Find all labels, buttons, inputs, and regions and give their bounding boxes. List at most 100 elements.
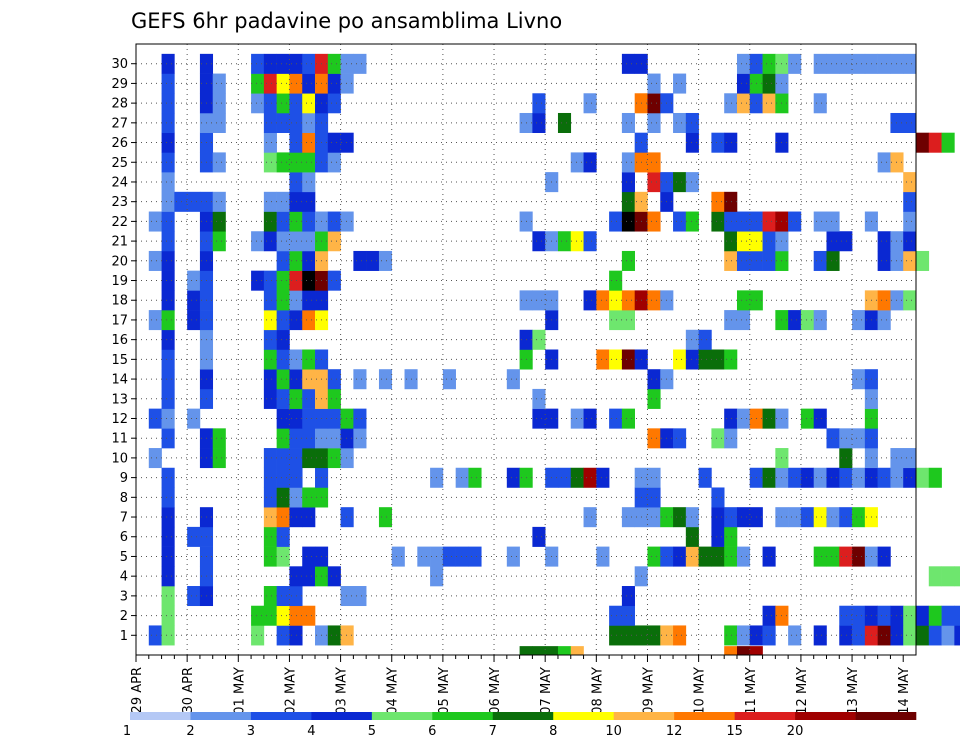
heatmap-cell [621,112,635,133]
heatmap-cell [289,172,303,193]
heatmap-cell [506,467,520,488]
heatmap-cell [378,507,393,528]
heatmap-cell [289,250,303,271]
heatmap-cell [788,467,802,488]
x-tick-label: 05 MAY [437,667,452,715]
heatmap-cell [302,369,316,390]
heatmap-cell [289,369,303,390]
y-tick-label: 5 [120,550,128,565]
heatmap-cell [302,487,316,508]
heatmap-cell [711,349,725,370]
heatmap-cell [647,369,661,390]
heatmap-cell [852,605,866,626]
heatmap-cell [161,605,175,626]
heatmap-cell [928,605,942,626]
heatmap-cell [276,310,290,331]
heatmap-cell [455,546,469,567]
y-tick-label: 20 [111,254,128,269]
heatmap-cell [417,546,431,567]
heatmap-cell [852,310,866,331]
y-tick-label: 24 [111,175,128,190]
heatmap-cell [302,270,316,291]
heatmap-cell [557,231,572,252]
heatmap-cell [263,605,277,626]
heatmap-cell [583,231,597,252]
heatmap-cell [161,625,175,646]
heatmap-cell [557,112,572,133]
y-tick-label: 23 [111,195,128,210]
heatmap-cell [302,172,316,193]
heatmap-cell [647,112,661,133]
heatmap-cell [161,566,175,587]
heatmap-cell [340,73,354,94]
heatmap-cell [916,605,930,626]
heatmap-cell [711,191,725,212]
heatmap-cell [148,250,162,271]
heatmap-cell [161,329,175,350]
heatmap-cell [276,448,290,469]
heatmap-cell [877,546,891,567]
heatmap-cell [327,270,341,291]
heatmap-cell [903,625,917,646]
heatmap-cell [327,369,341,390]
heatmap-cell [263,546,277,567]
y-tick-label: 22 [111,215,128,230]
heatmap-cell [711,211,725,232]
heatmap-cell [647,625,661,646]
heatmap-cell [903,605,917,626]
heatmap-cell [532,526,546,547]
heatmap-cell [826,428,840,449]
x-axis-ticks: 29 APR 30 APR 01 MAY 02 MAY 03 MAY 04 MAY 05 M… [130,655,912,715]
x-tick-label: 12 MAY [795,667,810,715]
heatmap-cell [161,526,175,547]
heatmap-cell [724,546,738,567]
heatmap-cell [302,73,316,94]
y-tick-label: 10 [111,451,128,466]
heatmap-cell [532,93,546,114]
heatmap-cell [532,290,546,311]
heatmap-cell [532,231,546,252]
heatmap-cell [187,310,201,331]
heatmap-cell [736,93,751,114]
heatmap-cell [302,546,316,567]
heatmap-cell [263,349,277,370]
heatmap-cell [353,250,367,271]
heatmap-cell [609,605,623,626]
legend-swatch [613,712,675,720]
heatmap-cell [928,625,942,646]
legend-label: 10 [605,724,622,739]
heatmap-cell [276,329,290,350]
heatmap-cell [263,467,277,488]
heatmap-cell [289,310,303,331]
heatmap-cell [327,428,341,449]
y-tick-label: 8 [120,491,128,506]
heatmap-cell [724,625,738,646]
heatmap-cell [839,625,853,646]
heatmap-cell [673,172,687,193]
heatmap-cell [685,546,699,567]
color-legend: 1 2 3 4 5 6 7 8 10 12 15 20 [123,712,917,739]
heatmap-cell [826,507,840,528]
y-tick-label: 12 [111,412,128,427]
y-tick-label: 15 [111,353,128,368]
heatmap-cell [685,132,699,153]
heatmap-cell [378,369,393,390]
heatmap-cell [276,53,290,74]
heatmap-cell [800,467,815,488]
heatmap-cell [724,250,738,271]
heatmap-cell [276,605,290,626]
y-tick-label: 29 [111,77,128,92]
heatmap-cell [877,625,891,646]
heatmap-cell [916,467,930,488]
heatmap-cell [340,408,354,429]
heatmap-cell [263,191,277,212]
heatmap-cell [724,408,738,429]
x-tick-label: 10 MAY [693,667,708,715]
heatmap-cell [839,467,853,488]
heatmap-cell [788,310,802,331]
heatmap-cell [621,586,635,607]
heatmap-cell [736,507,751,528]
heatmap-cell [289,191,303,212]
heatmap-cell [800,507,815,528]
